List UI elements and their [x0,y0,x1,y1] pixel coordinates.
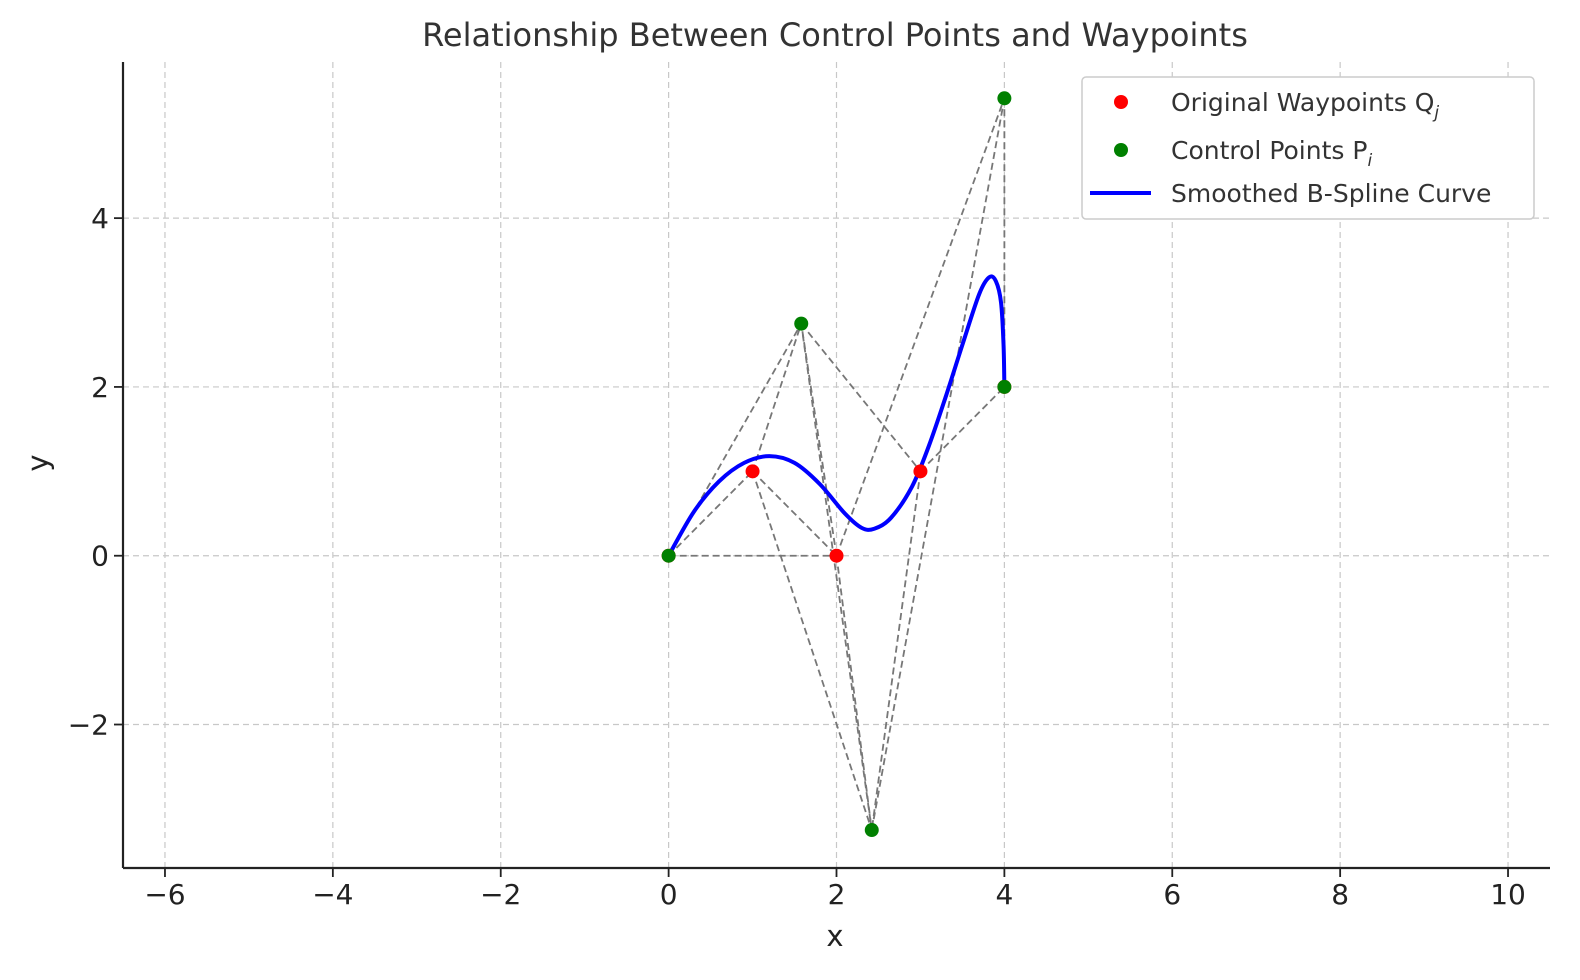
y-tick-label: −2 [68,709,109,742]
x-tick-label: −2 [480,878,521,911]
legend-marker [1114,143,1128,157]
legend-box [1081,76,1535,220]
points-layer [661,91,1012,838]
x-tick-label: −6 [144,878,185,911]
connection-line [870,471,922,831]
connection-line [800,323,873,831]
control-point-marker [661,548,676,563]
y-tick-label: 0 [91,540,109,573]
x-axis-label: x [826,919,843,953]
connection-lines [667,97,1006,831]
waypoint-marker [829,548,844,563]
control-point-marker [997,91,1012,106]
connection-line [751,323,803,472]
legend-marker [1114,95,1128,109]
waypoint-marker [913,464,928,479]
chart-title: Relationship Between Control Points and … [422,16,1248,54]
connection-line [667,470,754,557]
legend-label: Smoothed B-Spline Curve [1171,179,1491,208]
connection-line [835,97,1006,557]
connection-line [919,386,1006,472]
control-point-marker [864,823,879,838]
axes: −6 −4 −2 0 2 4 6 8 10 −2 0 2 4 [68,62,1550,911]
connection-line [870,98,1006,831]
y-tick-label: 4 [91,202,109,235]
connection-line [751,470,838,557]
waypoint-marker [745,464,760,479]
x-tick-label: 8 [1331,878,1349,911]
connection-line [800,323,838,556]
y-tick-label: 2 [91,371,109,404]
connection-line [751,471,873,831]
y-axis-label: y [21,454,55,471]
spline-curve-layer [666,274,1007,558]
bspline-curve [666,274,1007,558]
connection-line [800,323,922,472]
connection-line [835,555,873,831]
control-point-marker [997,379,1012,394]
control-point-marker [794,316,809,331]
x-tick-label: 2 [828,878,846,911]
x-tick-label: 4 [995,878,1013,911]
x-tick-label: 10 [1490,878,1526,911]
x-tick-label: −4 [312,878,353,911]
x-tick-label: 6 [1163,878,1181,911]
x-tick-label: 0 [660,878,678,911]
